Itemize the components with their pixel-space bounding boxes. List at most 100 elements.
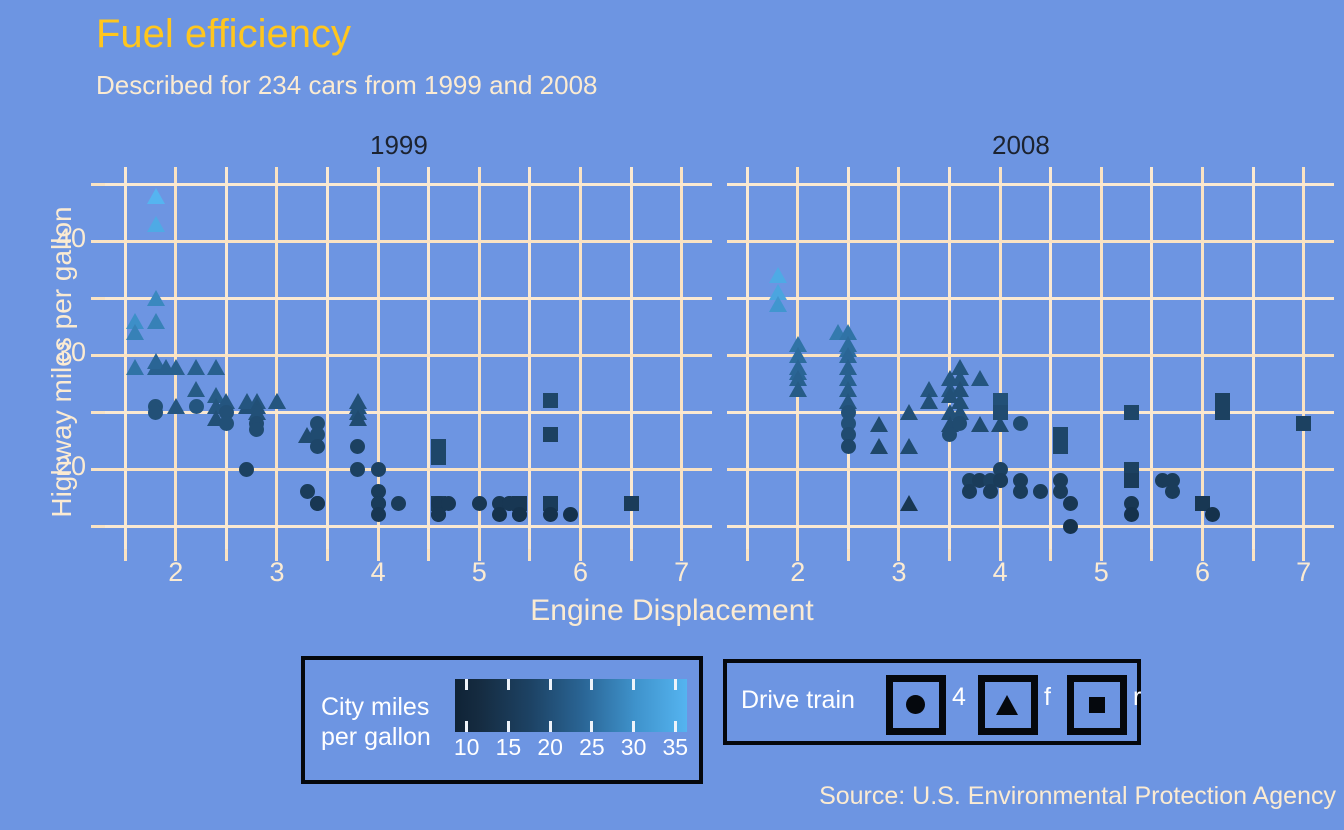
data-point-circle (390, 495, 406, 511)
page-title: Fuel efficiency (96, 12, 351, 56)
data-point-square (1194, 495, 1210, 511)
gridline-horizontal (105, 467, 712, 471)
data-point-circle (309, 416, 325, 432)
y-tick-mark (91, 239, 105, 243)
data-point-circle (562, 507, 578, 523)
gridline-vertical (578, 167, 582, 549)
shape-legend-swatch-f[interactable] (978, 675, 1038, 735)
gridline-vertical (897, 167, 901, 549)
data-point-circle (350, 438, 366, 454)
x-tick-mark (998, 549, 1002, 561)
x-tick-label: 7 (1296, 557, 1312, 587)
data-point-circle (218, 404, 234, 420)
y-tick-mark (91, 410, 105, 414)
data-point-circle (962, 484, 978, 500)
x-tick-mark (846, 549, 850, 561)
data-point-square (431, 438, 447, 454)
gridline-vertical (275, 167, 279, 549)
gridline-vertical (528, 167, 532, 549)
gridline-horizontal (105, 182, 712, 186)
y-tick-mark (91, 182, 105, 186)
data-point-circle (542, 507, 558, 523)
x-tick-label: 4 (992, 557, 1008, 587)
data-point-square (542, 427, 558, 443)
data-point-circle (992, 473, 1008, 489)
color-legend-tick-label: 30 (620, 734, 647, 760)
shape-legend-title: Drive train (741, 686, 855, 714)
data-point-circle (840, 438, 856, 454)
shape-legend-swatch-r[interactable] (1067, 675, 1127, 735)
data-point-circle (1205, 507, 1221, 523)
data-point-circle (1164, 484, 1180, 500)
x-tick-mark (427, 549, 431, 561)
data-point-square (1296, 416, 1312, 432)
data-point-triangle (146, 187, 165, 204)
data-point-square (542, 495, 558, 511)
y-tick-mark (91, 353, 105, 357)
data-point-square (542, 393, 558, 409)
color-legend-tick-mark (506, 721, 510, 732)
data-point-circle (239, 461, 255, 477)
data-point-circle (188, 398, 204, 414)
shape-legend-swatch-4[interactable] (886, 675, 946, 735)
data-point-triangle (217, 392, 236, 409)
gridline-vertical (1251, 167, 1255, 549)
gridline-vertical (326, 167, 330, 549)
gridline-horizontal (105, 353, 712, 357)
y-tick-label: 40 (55, 223, 86, 254)
color-legend-tick-label: 25 (579, 734, 605, 760)
data-point-circle (350, 461, 366, 477)
gridline-vertical (427, 167, 431, 549)
gridline-horizontal (727, 524, 1334, 528)
source-note: Source: U.S. Environmental Protection Ag… (819, 782, 1336, 810)
color-legend-tick-mark (506, 679, 510, 690)
panel-title-1999: 1999 (370, 130, 428, 160)
data-point-triangle (267, 392, 286, 409)
data-point-square (1215, 393, 1231, 409)
gridline-horizontal (727, 467, 1334, 471)
shape-legend[interactable]: Drive train 4 f r (723, 659, 1141, 745)
gridline-horizontal (105, 524, 712, 528)
color-legend-tick-mark (590, 679, 594, 690)
data-point-circle (249, 421, 265, 437)
data-point-square (1053, 438, 1069, 454)
x-tick-mark (948, 549, 952, 561)
data-point-circle (1012, 416, 1028, 432)
x-tick-mark (1200, 549, 1204, 561)
data-point-square (512, 495, 528, 511)
gridline-vertical (948, 167, 952, 549)
gridline-vertical (1200, 167, 1204, 549)
data-point-circle (840, 427, 856, 443)
data-point-triangle (126, 358, 145, 375)
color-legend-tick-mark (465, 721, 469, 732)
data-point-circle (148, 404, 164, 420)
data-point-triangle (348, 409, 367, 426)
data-point-circle (512, 507, 528, 523)
data-point-circle (471, 495, 487, 511)
data-point-square (431, 450, 447, 466)
x-tick-mark (578, 549, 582, 561)
gridline-horizontal (105, 410, 712, 414)
data-point-square (1215, 404, 1231, 420)
plot-panel-2008 (727, 167, 1334, 549)
x-tick-mark (897, 549, 901, 561)
gridline-horizontal (727, 353, 1334, 357)
x-tick-mark (326, 549, 330, 561)
data-point-triangle (146, 312, 165, 329)
x-tick-mark (1302, 549, 1306, 561)
color-legend[interactable]: City miles per gallon 10 15 20 25 30 35 (301, 656, 703, 784)
data-point-square (623, 495, 639, 511)
data-point-triangle (146, 290, 165, 307)
gridline-horizontal (727, 182, 1334, 186)
data-point-triangle (126, 324, 145, 341)
x-tick-label: 4 (370, 557, 386, 587)
data-point-circle (992, 461, 1008, 477)
x-tick-mark (680, 549, 684, 561)
data-point-square (1124, 404, 1140, 420)
color-gradient-bar (455, 679, 687, 732)
gridline-vertical (745, 167, 749, 549)
shape-legend-label-r: r (1133, 683, 1142, 711)
x-tick-label: 5 (1093, 557, 1109, 587)
data-point-circle (309, 438, 325, 454)
gridline-vertical (123, 167, 127, 549)
